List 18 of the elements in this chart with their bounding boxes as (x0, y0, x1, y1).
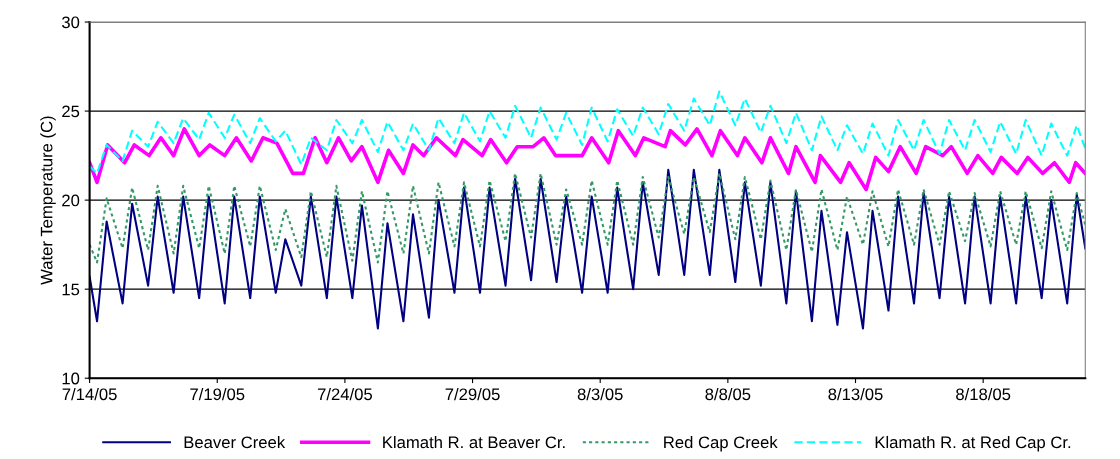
legend-label: Red Cap Creek (664, 435, 778, 452)
x-tick-label: 7/19/05 (190, 387, 245, 401)
y-tick-label: 20 (62, 194, 80, 207)
x-tick-label: 7/29/05 (445, 387, 500, 401)
x-tick-label: 8/8/05 (705, 387, 751, 401)
x-tick-label: 8/18/05 (956, 387, 1011, 401)
x-tick-label: 7/24/05 (317, 387, 373, 401)
x-tick-label: 7/14/05 (62, 387, 117, 401)
y-tick-label: 30 (61, 16, 80, 29)
legend-label: Klamath R. at Beaver Cr. (383, 435, 565, 449)
y-tick-label: 15 (62, 283, 80, 296)
legend-label: Klamath R. at Red Cap Cr. (875, 435, 1071, 452)
y-tick-label: 10 (62, 372, 80, 385)
y-tick-label: 25 (62, 105, 80, 118)
legend-label: Beaver Creek (184, 435, 286, 449)
y-axis-title: Water Temperature (C) (40, 116, 56, 285)
x-tick-label: 8/13/05 (828, 387, 883, 401)
x-tick-label: 8/3/05 (577, 387, 623, 401)
